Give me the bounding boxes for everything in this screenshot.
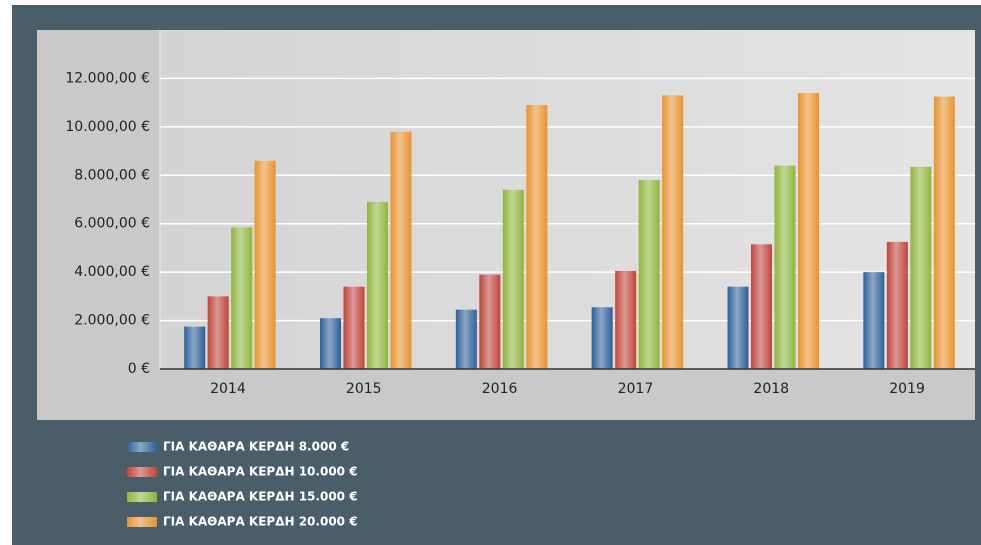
bar xyxy=(254,160,276,369)
y-tick-label: 2.000,00 € xyxy=(74,313,150,329)
bar xyxy=(184,326,206,369)
plot-area xyxy=(160,30,975,369)
y-tick-label: 8.000,00 € xyxy=(74,167,150,183)
bar xyxy=(774,165,796,369)
y-tick-label: 6.000,00 € xyxy=(74,216,150,232)
bar xyxy=(455,309,477,369)
legend-swatch xyxy=(127,442,157,452)
bar xyxy=(207,296,229,369)
bar xyxy=(390,131,412,369)
legend-label: ΓΙΑ ΚΑΘΑΡΑ ΚΕΡΔΗ 15.000 € xyxy=(163,490,358,504)
y-tick-label: 10.000,00 € xyxy=(65,119,150,135)
x-tick-label: 2019 xyxy=(889,381,925,397)
bar xyxy=(367,201,388,369)
x-tick-label: 2017 xyxy=(618,381,654,397)
legend-label: ΓΙΑ ΚΑΘΑΡΑ ΚΕΡΔΗ 10.000 € xyxy=(163,465,358,479)
x-tick-label: 2015 xyxy=(346,381,382,397)
bar xyxy=(933,96,955,369)
bar xyxy=(231,227,253,369)
y-tick-label: 12.000,00 € xyxy=(65,70,150,86)
bar xyxy=(615,270,637,369)
bar xyxy=(526,105,548,370)
legend-label: ΓΙΑ ΚΑΘΑΡΑ ΚΕΡΔΗ 8.000 € xyxy=(163,440,349,454)
bar xyxy=(320,318,341,369)
x-tick-label: 2018 xyxy=(753,381,789,397)
legend-swatch xyxy=(127,467,157,477)
bar xyxy=(502,189,524,369)
bar xyxy=(638,180,660,369)
x-tick-label: 2016 xyxy=(482,381,518,397)
bar xyxy=(591,307,613,369)
bar xyxy=(798,92,819,369)
bar xyxy=(662,95,684,369)
legend-swatch xyxy=(127,517,157,527)
y-tick-label: 0 € xyxy=(128,361,150,377)
bar xyxy=(910,166,932,369)
bar xyxy=(479,274,501,369)
bar xyxy=(863,272,885,369)
bar xyxy=(727,286,749,369)
legend-swatch xyxy=(127,492,157,502)
bar xyxy=(886,241,908,369)
bar xyxy=(343,286,365,369)
legend-label: ΓΙΑ ΚΑΘΑΡΑ ΚΕΡΔΗ 20.000 € xyxy=(163,515,358,529)
bar xyxy=(751,244,772,369)
x-tick-label: 2014 xyxy=(210,381,246,397)
y-tick-label: 4.000,00 € xyxy=(74,264,150,280)
